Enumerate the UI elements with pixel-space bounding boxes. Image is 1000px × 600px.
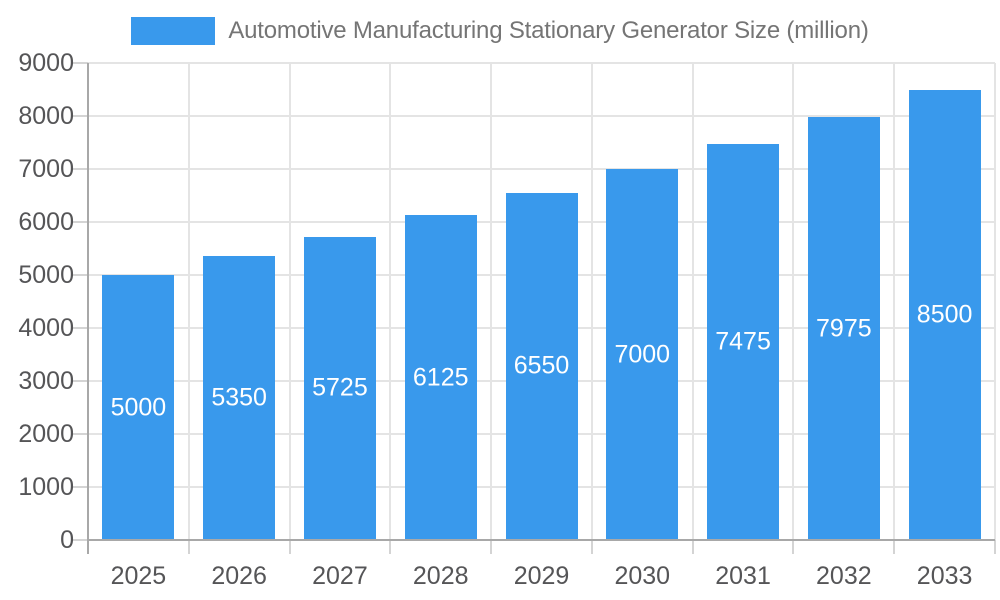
bar-2028[interactable]: 6125 <box>404 215 477 540</box>
bar-2026[interactable]: 5350 <box>203 256 276 540</box>
bar-2031[interactable]: 7475 <box>707 143 780 540</box>
v-gridline <box>187 63 190 540</box>
bar-value-label: 5000 <box>110 393 167 421</box>
y-tick-label: 1000 <box>18 473 74 501</box>
y-axis-line <box>87 63 89 554</box>
v-gridline <box>389 63 392 540</box>
bar-value-label: 5350 <box>211 383 267 412</box>
y-tick-label: 6000 <box>18 208 74 236</box>
bar-value-label: 7975 <box>816 314 872 343</box>
bar-2033[interactable]: 8500 <box>908 89 981 540</box>
bar-2025[interactable]: 5000 <box>102 275 175 540</box>
y-axis-tick <box>72 433 88 435</box>
x-axis-line <box>88 539 995 541</box>
x-axis-tick <box>389 540 392 554</box>
y-axis-tick <box>72 327 88 329</box>
x-tick-label: 2028 <box>412 562 469 590</box>
y-axis-tick <box>72 62 88 64</box>
y-axis-tick <box>72 274 88 276</box>
v-gridline <box>893 63 896 540</box>
x-axis-tick <box>590 540 593 554</box>
v-gridline <box>994 63 996 540</box>
y-axis-tick <box>72 221 88 223</box>
v-gridline <box>691 63 694 540</box>
x-axis-tick <box>490 540 493 554</box>
v-gridline <box>590 63 593 540</box>
x-axis-tick <box>893 540 896 554</box>
y-axis-tick <box>72 380 88 382</box>
y-tick-label: 2000 <box>18 420 74 448</box>
bar-value-label: 8500 <box>916 300 973 329</box>
x-tick-label: 2031 <box>715 562 771 590</box>
bar-value-label: 6125 <box>412 363 469 392</box>
x-tick-label: 2030 <box>614 562 671 590</box>
x-tick-label: 2029 <box>513 562 570 590</box>
legend-swatch-icon <box>131 17 216 45</box>
y-tick-label: 7000 <box>18 155 74 183</box>
y-axis-tick <box>72 539 88 541</box>
x-axis-tick <box>691 540 694 554</box>
y-tick-label: 9000 <box>18 49 74 77</box>
x-axis-tick <box>792 540 795 554</box>
h-gridline <box>88 168 995 170</box>
x-axis-tick <box>187 540 190 554</box>
y-axis-tick <box>72 115 88 117</box>
v-gridline <box>288 63 291 540</box>
y-tick-label: 4000 <box>18 314 74 342</box>
x-tick-label: 2027 <box>312 562 368 590</box>
x-tick-label: 2026 <box>211 562 267 590</box>
bar-value-label: 5725 <box>312 373 368 402</box>
chart-title: Automotive Manufacturing Stationary Gene… <box>228 17 869 44</box>
v-gridline <box>792 63 795 540</box>
y-axis-tick <box>72 486 88 488</box>
bar-2030[interactable]: 7000 <box>606 169 679 540</box>
y-tick-label: 8000 <box>18 102 74 130</box>
x-tick-label: 2025 <box>110 562 167 590</box>
v-gridline <box>490 63 493 540</box>
h-gridline <box>88 62 995 64</box>
bar-2027[interactable]: 5725 <box>303 236 376 540</box>
x-axis-tick <box>288 540 291 554</box>
h-gridline <box>88 115 995 117</box>
bar-2032[interactable]: 7975 <box>807 117 880 540</box>
bar-value-label: 6550 <box>513 351 570 380</box>
chart-legend[interactable]: Automotive Manufacturing Stationary Gene… <box>0 16 1000 46</box>
bar-value-label: 7000 <box>614 340 671 368</box>
y-tick-label: 3000 <box>18 367 74 395</box>
y-tick-label: 5000 <box>18 261 74 289</box>
x-axis-tick <box>994 540 996 554</box>
bar-value-label: 7475 <box>715 327 771 356</box>
bar-2029[interactable]: 6550 <box>505 192 578 540</box>
y-axis-tick <box>72 168 88 170</box>
y-tick-label: 0 <box>60 526 74 554</box>
x-tick-label: 2032 <box>816 562 872 590</box>
x-tick-label: 2033 <box>916 562 973 590</box>
